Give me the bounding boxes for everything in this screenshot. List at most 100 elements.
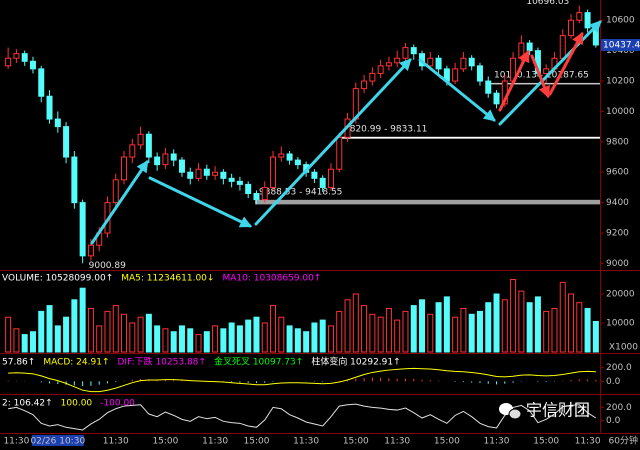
- candle-body: [195, 168, 202, 179]
- x-tick-label: 11:30: [3, 437, 29, 447]
- volume-bar: [543, 310, 550, 353]
- candle-body: [410, 47, 417, 55]
- volume-bar: [319, 319, 326, 353]
- trend-arrow: [418, 58, 496, 122]
- candle-body: [162, 153, 169, 166]
- y-tick-label: 10600: [606, 16, 635, 26]
- x-tick-label: 15:00: [244, 437, 270, 447]
- price-level-label: 10180.13 - 10187.65: [494, 70, 589, 80]
- volume-bar: [526, 302, 533, 353]
- candle-body: [145, 133, 152, 158]
- y-tick-label: 9200: [606, 229, 629, 239]
- volume-bar: [534, 296, 541, 353]
- candle-body: [178, 159, 185, 173]
- candle-body: [394, 57, 401, 64]
- candle-body: [543, 68, 550, 74]
- volume-bar: [212, 325, 219, 353]
- price-level: [255, 199, 600, 205]
- candle-body: [361, 80, 368, 90]
- volume-bar: [261, 322, 268, 353]
- volume-bar: [361, 305, 368, 353]
- volume-bar: [460, 307, 467, 353]
- candle-body: [476, 65, 483, 82]
- y-tick-label: 10400: [606, 46, 635, 56]
- volume-bar: [576, 302, 583, 353]
- candle-body: [278, 153, 285, 158]
- volume-bar: [5, 316, 12, 353]
- candle-body: [187, 171, 194, 179]
- x-tick-label: 11:30: [202, 437, 228, 447]
- candle-body: [79, 202, 86, 257]
- volume-bar: [154, 325, 161, 353]
- volume-bar: [129, 322, 136, 353]
- candle-body: [270, 156, 277, 188]
- candle-body: [203, 168, 210, 176]
- x-tick-label: 11:30: [384, 437, 410, 447]
- frame: [0, 0, 640, 434]
- volume-bar: [178, 325, 185, 353]
- volume-bar: [352, 293, 359, 353]
- volume-bar: [104, 310, 111, 353]
- x-tick-label: 02/26 10:30: [30, 437, 85, 447]
- candle-body: [71, 156, 78, 204]
- candle-body: [87, 244, 94, 257]
- unit-label: X1000: [609, 343, 638, 353]
- volume-bar: [402, 310, 409, 353]
- volume-bar: [121, 313, 128, 353]
- volume-bar: [427, 313, 434, 353]
- candle-body: [261, 186, 268, 201]
- candle-body: [5, 57, 12, 67]
- high-annotation: 10696.03: [526, 0, 569, 7]
- volume-bar: [336, 310, 343, 353]
- indicator-label: MA5: 11234611.00↓: [121, 274, 214, 284]
- trend-arrows: [90, 20, 602, 245]
- candle-body: [121, 156, 128, 181]
- y-tick-label: 0.0: [606, 377, 621, 387]
- candle-body: [452, 68, 459, 82]
- volume-bar: [327, 325, 334, 353]
- volume-bar: [510, 278, 517, 353]
- volume-bar: [592, 320, 599, 353]
- volume-bar: [195, 334, 202, 353]
- volume-bar: [162, 328, 169, 353]
- candle-body: [559, 34, 566, 59]
- watermark-icon: [499, 403, 522, 420]
- dif-line: [8, 367, 596, 393]
- icon-bubble: [508, 408, 522, 420]
- indicator-label: 2: 106.42↑: [2, 399, 53, 409]
- candle-body: [369, 72, 376, 82]
- y-tick-label: 10000: [606, 107, 635, 117]
- candle-body: [212, 171, 219, 176]
- volume-bar: [584, 307, 591, 353]
- volume-bar: [228, 322, 235, 353]
- price-level-label: 9388.53 - 9418.55: [259, 187, 342, 197]
- candle-body: [568, 19, 575, 36]
- y-tick-label: 9800: [606, 137, 629, 147]
- volume-bar: [112, 305, 119, 353]
- candle-body: [236, 180, 243, 185]
- volume-bar: [344, 299, 351, 353]
- price-level-label: 9820.99 - 9833.11: [344, 124, 427, 134]
- candle-body: [460, 57, 467, 70]
- candle-body: [592, 27, 599, 46]
- volume-bar: [21, 334, 28, 353]
- candle-body: [63, 126, 70, 158]
- indicator-label: -100.00: [100, 399, 135, 409]
- x-tick-label: 15:00: [343, 437, 369, 447]
- volume-bar: [501, 299, 508, 353]
- volume-bar: [220, 328, 227, 353]
- volume-bar: [253, 316, 260, 353]
- volume-bar: [87, 307, 94, 353]
- candle-body: [170, 153, 177, 161]
- candle-body: [253, 193, 260, 201]
- candle-body: [468, 57, 475, 67]
- x-tick-label: 11:30: [575, 437, 601, 447]
- candle-body: [286, 153, 293, 161]
- indicator-label: 100.00: [61, 399, 93, 409]
- x-label-highlight: [31, 435, 84, 446]
- candle-body: [485, 80, 492, 94]
- candle-body: [294, 159, 301, 166]
- volume-bar: [54, 325, 61, 353]
- candle-body: [576, 12, 583, 21]
